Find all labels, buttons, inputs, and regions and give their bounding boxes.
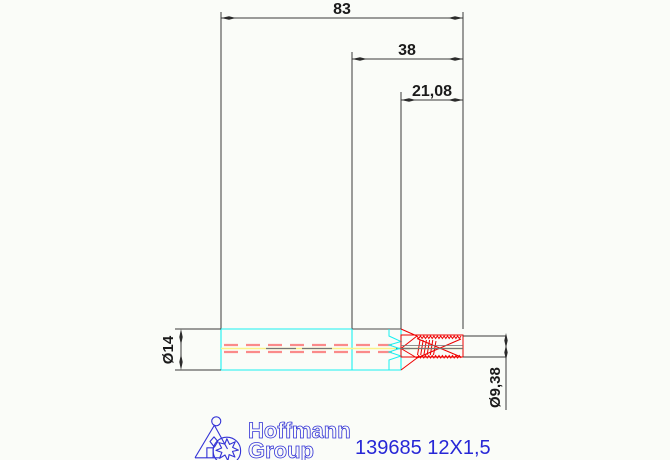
svg-text:139685 12X1,5: 139685 12X1,5 bbox=[355, 437, 491, 459]
svg-text:38: 38 bbox=[398, 42, 416, 59]
svg-text:Ø9,38: Ø9,38 bbox=[487, 367, 504, 408]
svg-text:21,08: 21,08 bbox=[412, 83, 452, 100]
svg-text:83: 83 bbox=[333, 1, 351, 18]
svg-text:Group: Group bbox=[248, 438, 314, 460]
svg-text:Ø14: Ø14 bbox=[160, 335, 177, 364]
